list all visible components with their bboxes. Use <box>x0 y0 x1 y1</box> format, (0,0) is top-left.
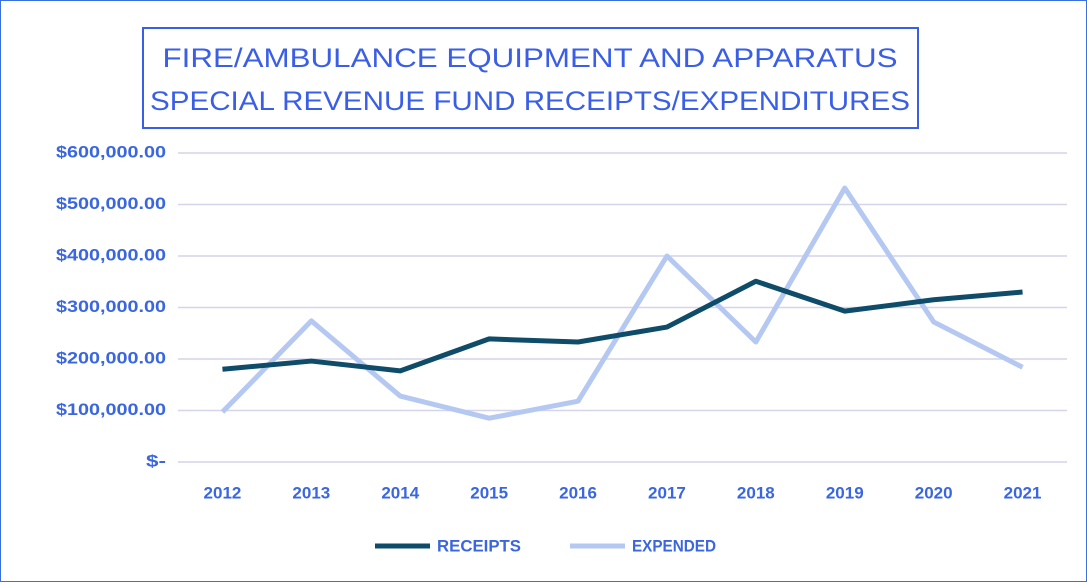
y-tick-label: $600,000.00 <box>56 142 166 161</box>
x-tick-label: 2012 <box>204 483 242 502</box>
y-tick-label: $400,000.00 <box>56 245 166 264</box>
chart-title: FIRE/AMBULANCE EQUIPMENT AND APPARATUS <box>163 43 898 73</box>
y-tick-label: $- <box>146 451 166 470</box>
line-series <box>220 185 1024 421</box>
line-series <box>222 278 1023 374</box>
x-tick-label: 2018 <box>737 483 775 502</box>
title-box <box>142 27 919 129</box>
x-tick-label: 2019 <box>826 483 864 502</box>
chart-title: SPECIAL REVENUE FUND RECEIPTS/EXPENDITUR… <box>150 86 910 116</box>
x-tick-label: 2014 <box>381 483 419 502</box>
x-tick-label: 2020 <box>915 483 953 502</box>
x-tick-label: 2021 <box>1004 483 1042 502</box>
y-tick-label: $100,000.00 <box>56 400 166 419</box>
y-tick-label: $300,000.00 <box>56 297 166 316</box>
y-tick-label: $500,000.00 <box>56 194 166 213</box>
x-tick-label: 2013 <box>292 483 330 502</box>
y-tick-label: $200,000.00 <box>56 348 166 367</box>
x-tick-label: 2015 <box>470 483 508 502</box>
x-tick-label: 2016 <box>559 483 597 502</box>
legend-label: RECEIPTS <box>437 536 521 555</box>
x-tick-label: 2017 <box>648 483 686 502</box>
legend-label: EXPENDED <box>632 536 716 555</box>
